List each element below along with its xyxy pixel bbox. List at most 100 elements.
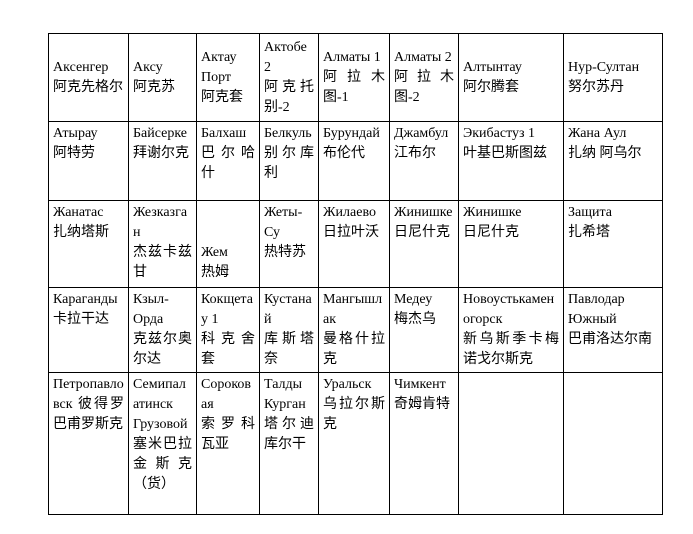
cell-paragraph: Алматы 2: [394, 49, 452, 65]
cell-paragraph: Кокщетау 1: [201, 292, 253, 327]
station-cell-r1-c7: Жана Аул 扎纳 阿乌尔: [563, 121, 663, 201]
cell-paragraph: Медеу: [394, 292, 433, 307]
cell-paragraph: Жинишке: [463, 205, 522, 220]
station-cell-r2-c0: Жанатас 扎纳塔斯: [48, 200, 129, 288]
cell-paragraph: Экибастуз 1: [463, 126, 536, 141]
cell-paragraph: Павлодар Южный: [568, 292, 625, 327]
cell-paragraph: Талды Курган: [264, 377, 306, 412]
cell-paragraph: Джамбул: [394, 126, 449, 141]
cell-paragraph: 奇姆肯特: [394, 397, 450, 412]
cell-paragraph: 杰兹卡兹甘: [133, 245, 192, 280]
station-cell-r0-c3: Актобе 2 阿克托别-2: [259, 33, 319, 122]
cell-paragraph: 巴尔哈什: [201, 146, 255, 181]
cell-paragraph: 阿拉木图-2: [394, 69, 454, 105]
station-cell-r0-c1: Аксу 阿克苏: [128, 33, 197, 122]
cell-paragraph: Новоустькаменогорск: [463, 292, 555, 327]
cell-paragraph: Байсерке: [133, 126, 188, 141]
cell-paragraph: Сороковая: [201, 377, 252, 412]
station-cell-r4-c2: Сороковая 索罗科瓦亚: [196, 372, 260, 515]
station-cell-r2-c5: Жинишке 日尼什克: [389, 200, 459, 288]
station-cell-r0-c7: Нур-Султан 努尔苏丹: [563, 33, 663, 122]
station-cell-r1-c6: Экибастуз 1 叶基巴斯图兹: [458, 121, 564, 201]
cell-paragraph: Жем: [201, 245, 228, 260]
station-cell-r3-c5: Медеу 梅杰乌: [389, 287, 459, 373]
station-cell-r2-c6: Жинишке 日尼什克: [458, 200, 564, 288]
station-cell-r3-c2: Кокщетау 1 科克舍套: [196, 287, 260, 373]
cell-paragraph: Кзыл-Орда: [133, 292, 169, 327]
cell-paragraph: Петропавловск 彼得罗巴甫罗斯克: [53, 377, 124, 432]
stations-table: Аксенгер 阿克先格尔 Аксу 阿克苏 Актау Порт 阿克套 Актобе …: [48, 33, 663, 515]
table-row: Атырау 阿特劳 Байсерке 拜谢尔克 Балхаш 巴尔哈什 Белкуль 别尔…: [48, 121, 663, 201]
cell-paragraph: 阿克托别-2: [264, 79, 314, 115]
station-cell-r4-c6: [458, 372, 564, 515]
cell-paragraph: 扎纳 阿乌尔: [568, 146, 642, 161]
cell-paragraph: 扎纳塔斯: [53, 225, 109, 240]
cell-paragraph: [201, 203, 255, 223]
table-row: Петропавловск 彼得罗巴甫罗斯克 Семипалатинск Груз…: [48, 372, 663, 515]
cell-paragraph: 日尼什克: [394, 225, 450, 240]
cell-paragraph: 曼格什拉克: [323, 332, 385, 367]
cell-paragraph: 新乌斯季卡梅诺戈尔斯克: [463, 332, 559, 367]
station-cell-r2-c3: Жеты-Су 热特苏: [259, 200, 319, 288]
cell-paragraph: Жеты-Су: [264, 205, 303, 240]
cell-paragraph: 索罗科瓦亚: [201, 417, 255, 452]
cell-paragraph: Нур-Султан: [568, 59, 640, 75]
cell-paragraph: 日尼什克: [463, 225, 519, 240]
station-cell-r2-c1: Жезказган 杰兹卡兹甘: [128, 200, 197, 288]
cell-paragraph: Чимкент: [394, 377, 446, 392]
station-cell-r1-c5: Джамбул 江布尔: [389, 121, 459, 201]
station-cell-r4-c7: [563, 372, 663, 515]
station-cell-r4-c4: Уральск 乌拉尔斯克: [318, 372, 390, 515]
station-cell-r4-c3: Талды Курган 塔尔迪库尔干: [259, 372, 319, 515]
station-cell-r2-c4: Жилаево 日拉叶沃: [318, 200, 390, 288]
station-cell-r2-c2: Жем 热姆: [196, 200, 260, 288]
cell-paragraph: 叶基巴斯图兹: [463, 146, 547, 161]
station-cell-r3-c7: Павлодар Южный 巴甫洛达尔南: [563, 287, 663, 373]
cell-paragraph: Актобе 2: [264, 39, 307, 75]
station-cell-r3-c0: Караганды 卡拉干达: [48, 287, 129, 373]
cell-paragraph: 科克舍套: [201, 332, 255, 367]
cell-paragraph: 阿克苏: [133, 79, 175, 95]
cell-paragraph: 日拉叶沃: [323, 225, 379, 240]
cell-paragraph: Мангышлак: [323, 292, 383, 327]
cell-paragraph: 阿克先格尔: [53, 79, 123, 95]
cell-paragraph: 阿拉木图-1: [323, 69, 385, 105]
cell-paragraph: Семипалатинск Грузовой: [133, 377, 188, 432]
cell-paragraph: Жилаево: [323, 205, 376, 220]
cell-paragraph: 热姆: [201, 265, 229, 280]
cell-paragraph: 卡拉干达: [53, 312, 109, 327]
station-cell-r4-c5: Чимкент 奇姆肯特: [389, 372, 459, 515]
station-cell-r0-c0: Аксенгер 阿克先格尔: [48, 33, 129, 122]
table-row: Караганды 卡拉干达 Кзыл-Орда 克兹尔奥尔达 Кокщетау 1 科克…: [48, 287, 663, 373]
station-cell-r3-c4: Мангышлак 曼格什拉克: [318, 287, 390, 373]
cell-paragraph: Жанатас: [53, 205, 104, 220]
cell-paragraph: 阿尔腾套: [463, 79, 519, 95]
station-cell-r4-c1: Семипалатинск Грузовой 塞米巴拉金斯克（货）: [128, 372, 197, 515]
station-cell-r1-c1: Байсерке 拜谢尔克: [128, 121, 197, 201]
cell-paragraph: 热特苏: [264, 245, 306, 260]
cell-paragraph: 克兹尔奥尔达: [133, 332, 192, 367]
cell-paragraph: Актау Порт: [201, 49, 237, 85]
stations-table-body: Аксенгер 阿克先格尔 Аксу 阿克苏 Актау Порт 阿克套 Актобе …: [48, 33, 663, 515]
cell-paragraph: Кустанай: [264, 292, 312, 327]
cell-paragraph: 乌拉尔斯克: [323, 397, 385, 432]
station-cell-r1-c4: Бурундай 布伦代: [318, 121, 390, 201]
cell-paragraph: Жезказган: [133, 205, 188, 240]
station-cell-r1-c2: Балхаш 巴尔哈什: [196, 121, 260, 201]
cell-paragraph: Атырау: [53, 126, 98, 141]
cell-paragraph: Аксенгер: [53, 59, 109, 75]
cell-paragraph: [201, 223, 255, 243]
cell-paragraph: Уральск: [323, 377, 372, 392]
station-cell-r1-c3: Белкуль 别尔库利: [259, 121, 319, 201]
cell-paragraph: 别尔库利: [264, 146, 314, 181]
cell-paragraph: Аксу: [133, 59, 163, 75]
cell-paragraph: Жинишке: [394, 205, 453, 220]
cell-paragraph: 江布尔: [394, 146, 436, 161]
cell-paragraph: 阿特劳: [53, 146, 95, 161]
table-row: Жанатас 扎纳塔斯 Жезказган 杰兹卡兹甘 Жем 热姆 Жеты-Су 热特…: [48, 200, 663, 288]
cell-paragraph: 拜谢尔克: [133, 146, 189, 161]
cell-paragraph: 布伦代: [323, 146, 365, 161]
cell-paragraph: Бурундай: [323, 126, 380, 141]
cell-paragraph: Алматы 1: [323, 49, 381, 65]
station-cell-r0-c5: Алматы 2 阿拉木图-2: [389, 33, 459, 122]
